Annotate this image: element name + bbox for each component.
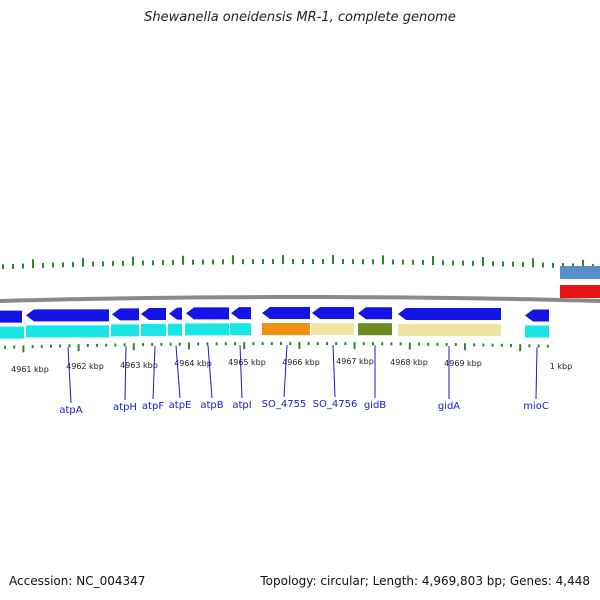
leader-line [239,345,243,399]
gene-labels: atpA atpH atpF atpE atpB atpI SO_4755 SO_4756 gi… [59,344,549,416]
leader-line [207,345,213,399]
gene-feature [398,323,501,336]
topology-text: Topology: circular; Length: 4,969,803 bp… [260,574,590,588]
scale-labels: 4961 kbp 4962 kbp 4963 kbp 4964 kbp 4965 kbp… [11,357,572,374]
genome-backbone [0,266,600,303]
gene-feature [311,323,354,336]
scale-label: 4966 kbp [282,358,320,367]
gene-label-gidb: gidB [364,400,386,411]
other-strand-feature-top [560,266,600,279]
leader-line [535,347,538,400]
gene-label-so-4756: SO_4756 [313,399,358,410]
gene-feature [262,323,310,336]
map-title: Shewanella oneidensis MR-1, complete gen… [144,10,456,25]
leader-line [332,345,336,398]
scale-label: 4961 kbp [11,365,49,374]
cds-feature [262,307,310,320]
gene-label-gida: gidA [438,401,460,412]
feature-track [0,307,549,339]
leader-line [67,347,72,404]
cds-feature [0,310,22,323]
cds-feature [26,309,109,322]
cds-feature [141,307,166,320]
leader-line [124,346,127,401]
scale-label: 4965 kbp [228,358,266,367]
leader-line [152,345,156,400]
gene-label-atpe: atpE [169,400,192,411]
top-tick-marks [2,255,594,270]
leader-line [283,344,288,398]
gene-label-atph: atpH [113,402,137,413]
accession-text: Accession: NC_004347 [9,574,146,588]
scale-label: 4963 kbp [120,361,158,370]
other-strand-feature-bottom [560,285,600,298]
scale-label: 4964 kbp [174,359,212,368]
scale-label: 4967 kbp [336,357,374,366]
gene-feature [168,323,182,336]
cds-feature [358,307,392,320]
gene-label-atpb: atpB [200,400,223,411]
gene-feature [525,325,549,338]
cds-feature [231,307,251,320]
gene-feature [141,323,166,336]
cds-feature [312,307,354,320]
gene-feature [111,324,139,337]
leader-line [175,345,181,399]
gene-feature [185,323,229,336]
backbone-line [0,295,600,303]
scale-label: 1 kbp [550,362,572,371]
gene-label-atpa: atpA [59,405,82,416]
gene-label-atpi: atpI [232,400,251,411]
gene-label-atpf: atpF [142,401,164,412]
gene-label-mioc: mioC [523,401,549,412]
gene-label-so-4755: SO_4755 [262,399,307,410]
cds-feature [186,307,229,320]
gene-feature [230,323,251,336]
cds-feature [169,307,182,320]
scale-label: 4962 kbp [66,362,104,371]
cds-feature [112,308,139,321]
scale-label: 4969 kbp [444,359,482,368]
gene-feature [358,323,392,336]
gene-feature [0,326,24,339]
scale-label: 4968 kbp [390,358,428,367]
bottom-tick-marks [4,342,549,353]
gene-feature [26,325,109,338]
cds-feature [398,307,501,320]
cds-feature [525,309,549,322]
